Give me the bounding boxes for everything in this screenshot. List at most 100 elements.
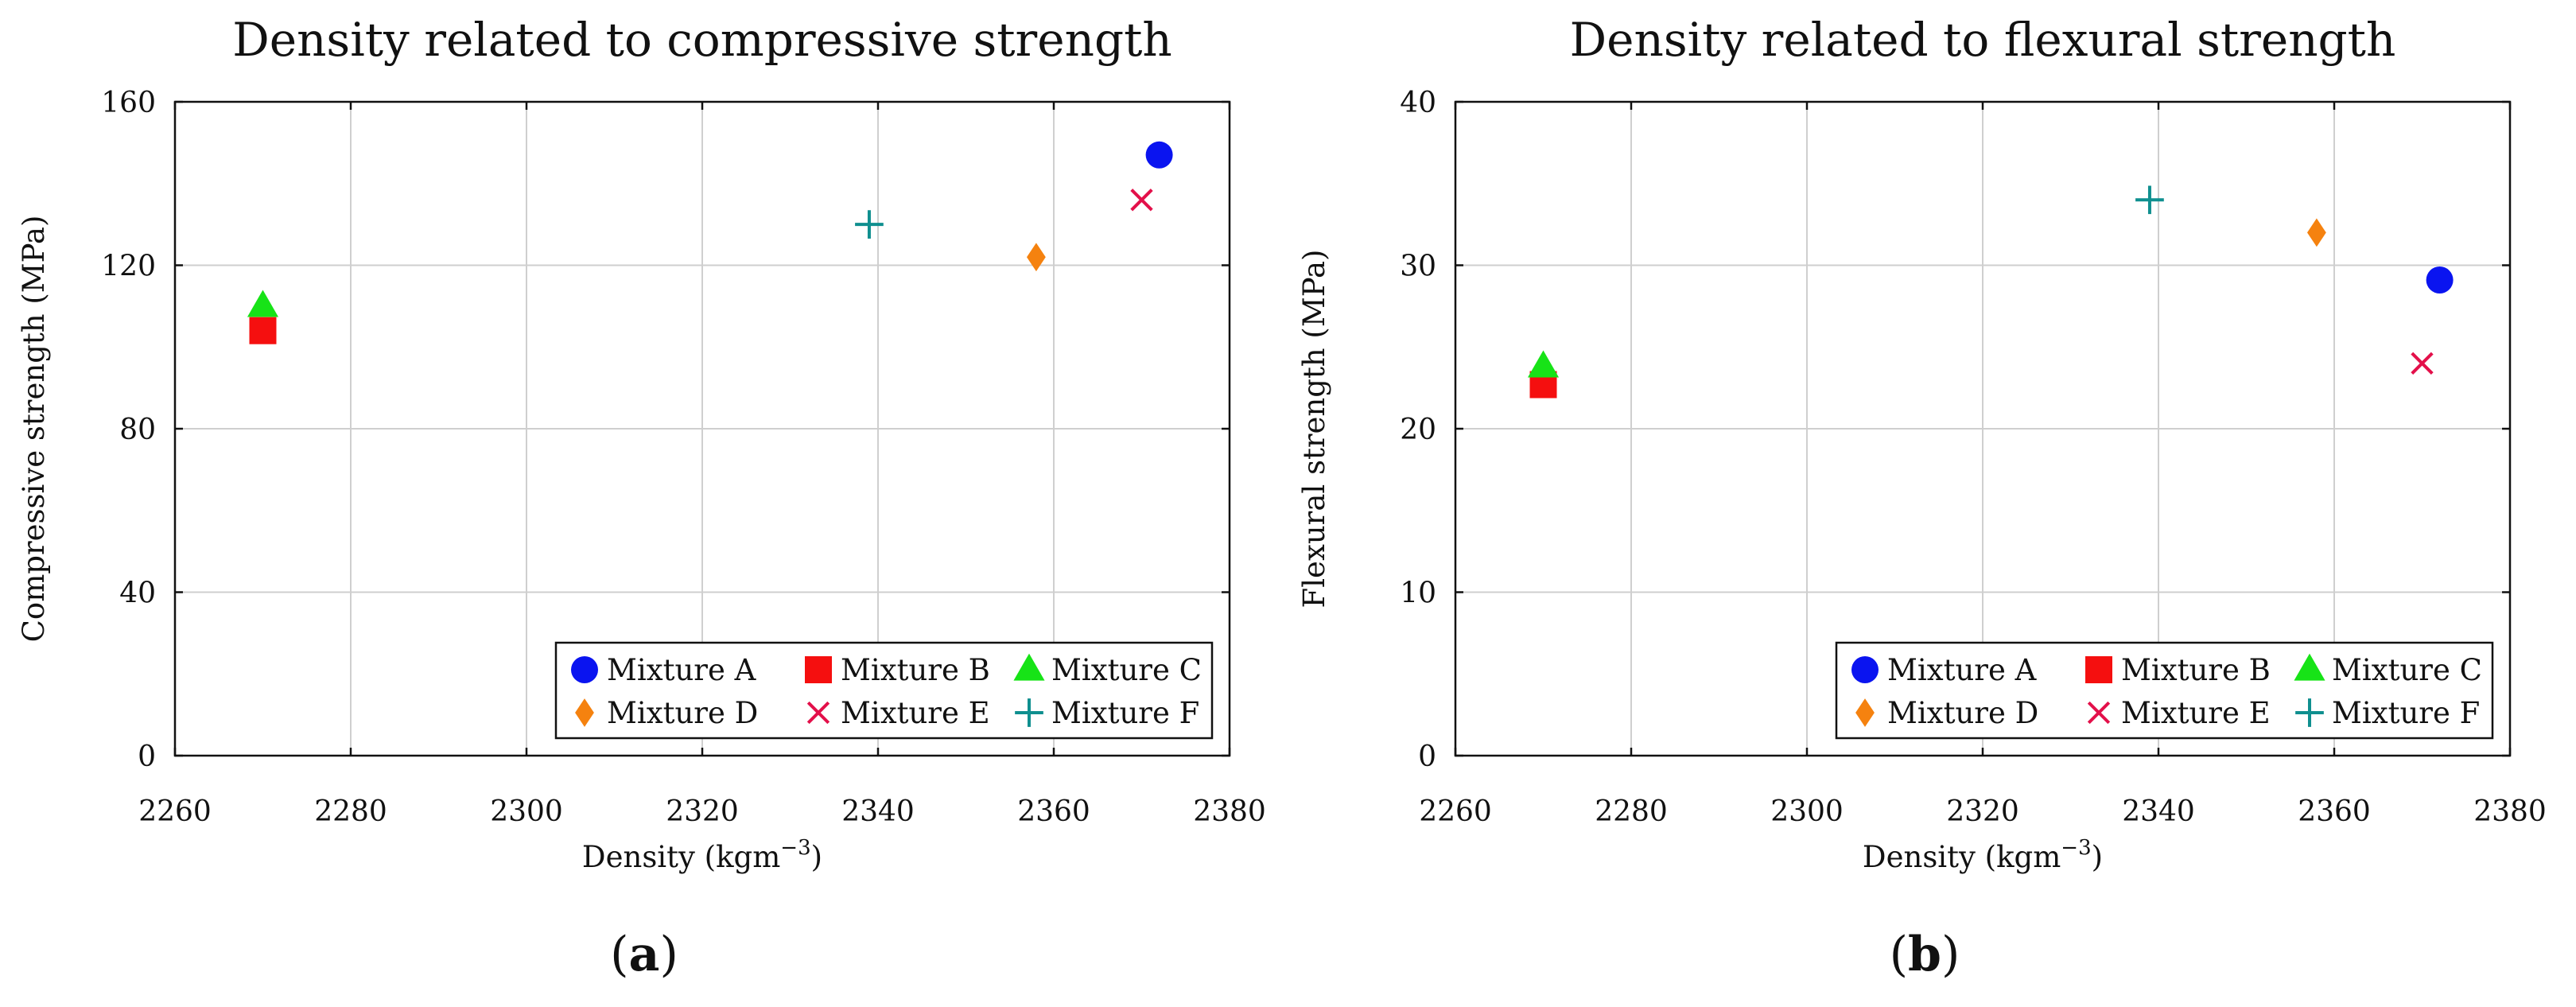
legend-label: Mixture C: [1051, 653, 1202, 687]
grid: [175, 102, 1230, 756]
y-tick-label: 160: [101, 87, 156, 119]
legend: Mixture A Mixture B Mixture C Mixture D Mixt…: [1835, 641, 2494, 740]
y-axis-label: Compressive strength (MPa): [17, 216, 51, 643]
legend-marker-mixture-a: [1851, 656, 1879, 683]
point-mixture-b: [249, 317, 277, 344]
chart-title: Density related to compressive strength: [232, 13, 1172, 67]
legend-box: [1835, 641, 2494, 740]
legend-item: Mixture A: [1851, 653, 2038, 687]
legend-item: Mixture F: [1015, 696, 1199, 730]
legend-label: Mixture D: [607, 696, 758, 730]
x-axis-label-exponent: −3: [2061, 836, 2091, 860]
x-tick-label: 2360: [2298, 795, 2371, 828]
y-tick-label: 120: [101, 251, 156, 283]
x-tick-label: 2340: [2122, 795, 2195, 828]
y-tick-label: 80: [119, 414, 156, 446]
legend-label: Mixture A: [1887, 653, 2038, 687]
legend-marker-mixture-d: [1855, 698, 1875, 727]
point-mixture-d: [1027, 243, 1046, 272]
legend-marker-mixture-c: [1013, 653, 1045, 681]
legend: Mixture A Mixture B Mixture C Mixture D Mixt…: [554, 641, 1214, 740]
x-tick-label: 2300: [490, 795, 563, 828]
panel-caption: (b): [1890, 927, 1960, 982]
legend-marker-mixture-c: [2294, 653, 2325, 681]
legend-item: Mixture C: [2294, 653, 2482, 687]
legend-item: Mixture C: [1013, 653, 1202, 687]
point-mixture-d: [2307, 218, 2326, 247]
y-tick-label: 40: [1400, 87, 1436, 119]
x-axis-label-exponent: −3: [780, 836, 810, 860]
y-tick-label: 40: [119, 577, 156, 610]
panel-caption: (a): [610, 927, 678, 982]
x-tick-label: 2300: [1770, 795, 1844, 828]
legend-item: Mixture A: [571, 653, 757, 687]
caption-letter: b: [1908, 927, 1941, 982]
data-points: [247, 141, 1173, 344]
point-mixture-e: [2411, 352, 2434, 375]
legend-marker-mixture-b: [2085, 656, 2112, 683]
caption-close: ): [1941, 927, 1960, 982]
legend-box: [554, 641, 1214, 740]
legend-item: Mixture D: [1855, 696, 2038, 730]
ticks: 2260 2280 2300 2320 2340 2360 2380 0 40 80 120 160: [101, 87, 1266, 828]
point-mixture-a: [1145, 141, 1173, 169]
legend-marker-mixture-a: [571, 656, 598, 683]
caption-open: (: [1890, 927, 1908, 982]
legend-marker-mixture-e: [806, 701, 830, 725]
y-axis-label: Flexural strength (MPa): [1297, 250, 1331, 608]
legend-label: Mixture D: [1887, 696, 2038, 730]
x-tick-label: 2280: [314, 795, 387, 828]
y-tick-label: 20: [1400, 414, 1436, 446]
x-tick-label: 2320: [1946, 795, 2019, 828]
x-tick-label: 2340: [841, 795, 915, 828]
legend-label: Mixture A: [607, 653, 757, 687]
x-tick-label: 2360: [1017, 795, 1090, 828]
legend-item: Mixture D: [575, 696, 758, 730]
point-mixture-f: [2135, 185, 2164, 215]
point-mixture-c: [1527, 350, 1560, 378]
legend-item: Mixture F: [2295, 696, 2480, 730]
legend-label: Mixture B: [2121, 653, 2271, 687]
legend-item: Mixture B: [805, 653, 990, 687]
x-axis-label-main: Density (kgm: [1863, 840, 2061, 874]
legend-item: Mixture B: [2085, 653, 2271, 687]
y-tick-label: 0: [1418, 741, 1436, 773]
point-mixture-c: [247, 290, 279, 317]
legend-label: Mixture F: [2332, 696, 2480, 730]
ticks: 2260 2280 2300 2320 2340 2360 2380 0 10 20 30 40: [1400, 87, 2547, 828]
x-axis-label-close: ): [2092, 840, 2103, 874]
point-mixture-a: [2426, 266, 2454, 294]
legend-marker-mixture-f: [1015, 698, 1043, 727]
legend-label: Mixture B: [841, 653, 990, 687]
x-axis-label: Density (kgm−3): [582, 836, 822, 874]
x-axis-label-main: Density (kgm: [582, 840, 780, 874]
x-tick-label: 2380: [2473, 795, 2547, 828]
x-tick-label: 2320: [666, 795, 739, 828]
panel-a: 2260 2280 2300 2320 2340 2360 2380 0 40 80 120 160 D…: [17, 13, 1266, 982]
y-tick-label: 10: [1400, 577, 1436, 610]
data-points: [1527, 185, 2454, 399]
point-mixture-f: [855, 210, 884, 239]
x-tick-label: 2260: [1419, 795, 1492, 828]
legend-item: Mixture E: [806, 696, 990, 730]
legend-marker-mixture-b: [805, 656, 832, 683]
x-tick-label: 2260: [138, 795, 212, 828]
x-tick-label: 2280: [1595, 795, 1668, 828]
caption-letter: a: [629, 927, 660, 982]
y-tick-label: 30: [1400, 251, 1436, 283]
caption-open: (: [610, 927, 628, 982]
legend-label: Mixture E: [841, 696, 990, 730]
x-tick-label: 2380: [1193, 795, 1266, 828]
legend-marker-mixture-e: [2087, 701, 2111, 725]
chart-title: Density related to flexural strength: [1570, 13, 2396, 67]
legend-marker-mixture-d: [575, 698, 594, 727]
point-mixture-e: [1130, 189, 1153, 212]
panel-b: 2260 2280 2300 2320 2340 2360 2380 0 10 20 30 40 Den…: [1297, 13, 2547, 982]
legend-label: Mixture F: [1051, 696, 1199, 730]
y-tick-label: 0: [138, 741, 156, 773]
legend-label: Mixture E: [2121, 696, 2271, 730]
legend-marker-mixture-f: [2295, 698, 2324, 727]
x-axis-label-close: ): [811, 840, 822, 874]
